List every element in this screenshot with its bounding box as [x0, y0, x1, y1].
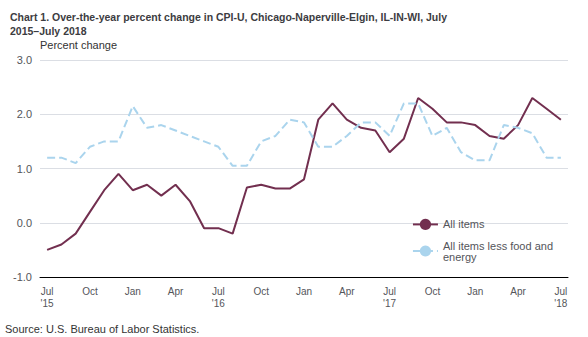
svg-text:'15: '15 [41, 298, 54, 309]
svg-text:-1.0: -1.0 [13, 271, 32, 283]
svg-text:0.0: 0.0 [17, 217, 32, 229]
svg-text:Apr: Apr [339, 286, 355, 297]
svg-text:Apr: Apr [168, 286, 184, 297]
svg-text:3.0: 3.0 [17, 54, 32, 66]
svg-text:Jan: Jan [296, 286, 312, 297]
svg-text:Jul: Jul [383, 286, 396, 297]
svg-text:All items: All items [443, 218, 485, 230]
svg-text:1.0: 1.0 [17, 163, 32, 175]
svg-text:'18: '18 [554, 298, 567, 309]
svg-text:2.0: 2.0 [17, 108, 32, 120]
svg-text:Jan: Jan [467, 286, 483, 297]
svg-text:Chart 1. Over-the-year percent: Chart 1. Over-the-year percent change in… [10, 11, 447, 23]
svg-text:Jul: Jul [554, 286, 567, 297]
svg-text:Oct: Oct [425, 286, 441, 297]
svg-text:Jul: Jul [212, 286, 225, 297]
svg-text:Percent change: Percent change [40, 39, 117, 51]
svg-text:'17: '17 [383, 298, 396, 309]
svg-text:Jul: Jul [41, 286, 54, 297]
svg-text:All items less food and: All items less food and [442, 239, 553, 252]
svg-text:Oct: Oct [253, 286, 269, 297]
svg-text:Source: U.S. Bureau of Labor S: Source: U.S. Bureau of Labor Statistics. [5, 323, 199, 335]
svg-text:Jan: Jan [125, 286, 141, 297]
svg-text:'16: '16 [212, 298, 225, 309]
svg-text:energy: energy [443, 251, 477, 263]
svg-text:Oct: Oct [82, 286, 98, 297]
svg-text:2015–July 2018: 2015–July 2018 [10, 25, 87, 37]
svg-text:Apr: Apr [510, 286, 526, 297]
